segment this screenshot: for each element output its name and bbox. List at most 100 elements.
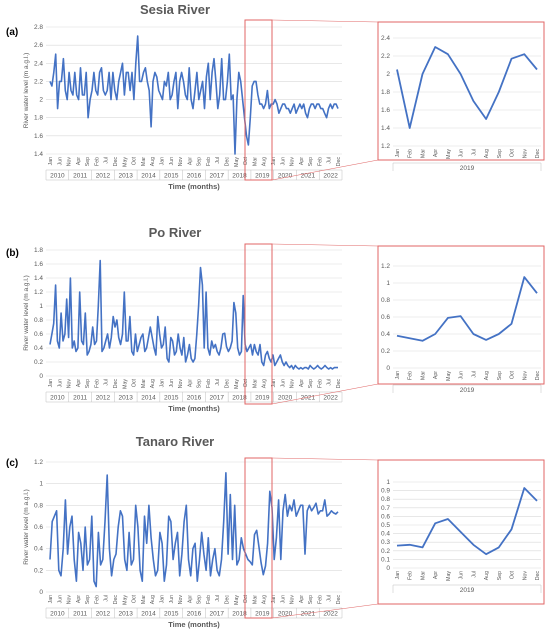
year-label: 2015: [164, 395, 179, 402]
month-tick-label: Oct: [132, 156, 138, 165]
month-tick-label: Feb: [317, 157, 323, 166]
y-tick-label: 2.8: [34, 24, 43, 31]
month-tick-label: Aug: [150, 157, 156, 166]
month-tick-label: Feb: [206, 595, 212, 604]
month-tick-label: Mar: [252, 379, 258, 388]
chart-title: Tanaro River: [136, 434, 215, 449]
y-tick-label: 0.2: [34, 359, 43, 366]
month-tick-label: May: [122, 379, 128, 389]
zoom-month-tick-label: Aug: [484, 371, 490, 380]
zoom-month-tick-label: May: [446, 571, 452, 581]
year-label: 2017: [210, 395, 225, 402]
highlight-box: [244, 457, 273, 619]
month-tick-label: Dec: [113, 157, 119, 167]
month-tick-label: Nov: [178, 379, 184, 389]
chart-panel-2: (b) Po River 0 0.2 0.4 0.6 0.8 1 1.2 1.4 1.6 1.8 Riv…: [6, 225, 545, 413]
zoom-month-tick-label: Sep: [497, 371, 503, 380]
connector-line: [271, 383, 379, 405]
month-tick-label: Sep: [85, 595, 91, 604]
zoom-month-tick-label: Apr: [433, 149, 439, 157]
year-label: 2016: [187, 173, 202, 180]
year-label: 2021: [301, 395, 316, 402]
zoom-month-tick-label: Jun: [459, 149, 465, 157]
zoom-month-tick-label: Aug: [484, 149, 490, 158]
zoom-y-tick-label: 1: [386, 280, 390, 287]
month-tick-label: Nov: [67, 379, 73, 389]
y-tick-label: 0.4: [34, 546, 43, 553]
year-label: 2014: [141, 395, 156, 402]
zoom-month-tick-label: Feb: [408, 571, 414, 580]
zoom-month-tick-label: Nov: [522, 371, 528, 381]
zoom-y-tick-label: 1.2: [381, 263, 390, 270]
zoom-y-tick-label: 0.8: [381, 297, 390, 304]
month-tick-label: Jun: [169, 379, 175, 387]
year-label: 2012: [96, 395, 111, 402]
month-tick-label: Jan: [271, 157, 277, 165]
month-tick-label: Jun: [57, 379, 63, 387]
month-tick-label: Apr: [299, 379, 305, 387]
month-tick-label: Jul: [327, 595, 333, 602]
month-tick-label: Jan: [271, 379, 277, 387]
highlight-box: [244, 243, 273, 405]
year-label: 2022: [323, 611, 338, 618]
year-label: 2010: [50, 611, 65, 618]
y-tick-label: 2.4: [34, 60, 43, 67]
month-tick-label: Jan: [48, 379, 54, 387]
year-label: 2018: [232, 611, 247, 618]
month-tick-label: Jul: [104, 595, 110, 602]
zoom-month-tick-label: Dec: [535, 149, 541, 159]
month-tick-label: Oct: [132, 594, 138, 603]
year-label: 2018: [232, 173, 247, 180]
zoom-month-tick-label: Mar: [420, 371, 426, 380]
zoom-series-line: [396, 276, 538, 342]
zoom-month-tick-label: Dec: [535, 371, 541, 381]
year-label: 2021: [301, 611, 316, 618]
zoom-y-tick-label: 0.1: [381, 556, 390, 563]
zoom-y-tick-label: 1: [386, 479, 390, 486]
y-axis-title: River water level (m a.g.l.): [23, 489, 30, 565]
month-tick-label: May: [234, 379, 240, 389]
y-tick-label: 1.2: [34, 289, 43, 296]
month-tick-label: Mar: [141, 595, 147, 604]
zoom-year-label: 2019: [460, 387, 475, 394]
year-label: 2011: [73, 173, 87, 180]
month-tick-label: Sep: [308, 595, 314, 604]
month-tick-label: Feb: [317, 379, 323, 388]
month-tick-label: Jan: [159, 595, 165, 603]
month-tick-label: Jun: [57, 157, 63, 165]
connector-line: [271, 159, 379, 181]
year-label: 2020: [278, 173, 293, 180]
month-tick-label: Dec: [113, 379, 119, 389]
month-tick-label: Sep: [308, 379, 314, 388]
zoom-year-label: 2019: [460, 165, 475, 172]
month-tick-label: Dec: [336, 157, 342, 167]
month-tick-label: Dec: [225, 595, 231, 605]
year-label: 2013: [118, 611, 133, 618]
year-label: 2015: [164, 173, 179, 180]
zoom-month-tick-label: Oct: [510, 148, 516, 157]
month-tick-label: Mar: [252, 595, 258, 604]
zoom-month-tick-label: Sep: [497, 149, 503, 158]
month-tick-label: Nov: [290, 379, 296, 389]
y-tick-label: 1: [39, 481, 43, 488]
zoom-series-line: [396, 46, 538, 129]
month-tick-label: Mar: [141, 379, 147, 388]
connector-line: [271, 19, 379, 23]
year-label: 2016: [187, 395, 202, 402]
zoom-y-tick-label: 0: [386, 565, 390, 572]
month-tick-label: Jan: [48, 595, 54, 603]
month-tick-label: Jun: [280, 379, 286, 387]
zoom-month-tick-label: Jul: [471, 149, 477, 156]
year-label: 2017: [210, 611, 225, 618]
zoom-box: [377, 245, 545, 385]
month-tick-label: Nov: [290, 595, 296, 605]
year-label: 2011: [73, 611, 87, 618]
connector-line: [271, 457, 379, 461]
zoom-box: [377, 459, 545, 605]
month-tick-label: Apr: [299, 157, 305, 165]
year-label: 2022: [323, 173, 338, 180]
month-tick-label: May: [122, 157, 128, 167]
y-tick-label: 0.6: [34, 524, 43, 531]
zoom-y-tick-label: 1.4: [381, 125, 390, 132]
